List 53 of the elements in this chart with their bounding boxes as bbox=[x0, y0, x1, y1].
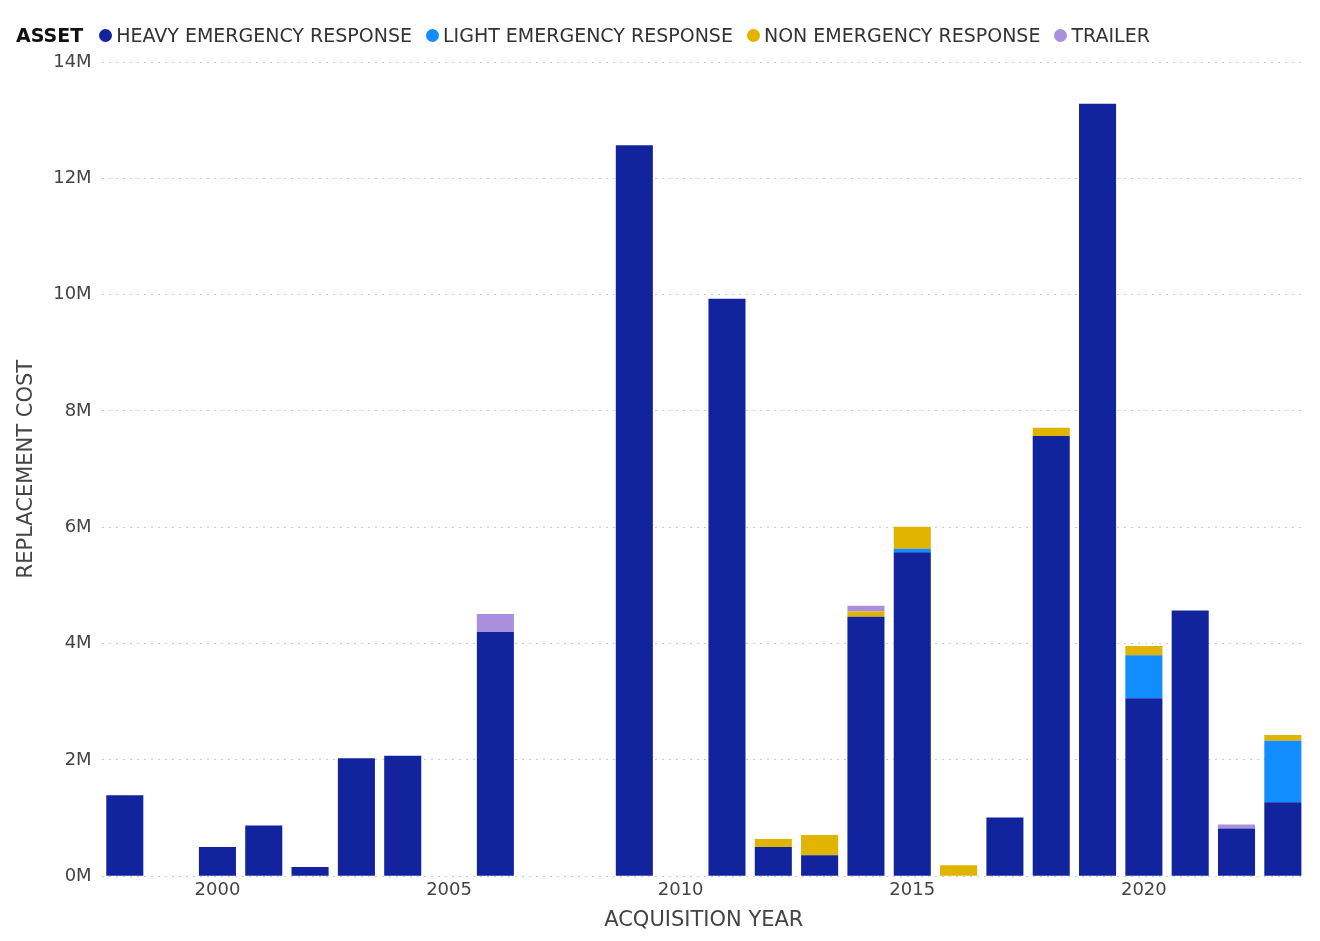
y-tick-label: 4M bbox=[64, 631, 92, 653]
bar bbox=[801, 834, 839, 856]
legend-label: LIGHT EMERGENCY RESPONSE bbox=[442, 24, 733, 46]
bar bbox=[847, 611, 885, 617]
bar bbox=[476, 631, 514, 876]
bar bbox=[1032, 435, 1070, 876]
legend-label: HEAVY EMERGENCY RESPONSE bbox=[116, 24, 412, 46]
y-tick-label: 10M bbox=[53, 282, 92, 304]
bar bbox=[1125, 655, 1163, 699]
x-tick-label: 2020 bbox=[1120, 877, 1167, 899]
legend-title: ASSET bbox=[16, 24, 84, 46]
x-tick-label: 2000 bbox=[194, 877, 241, 899]
bar bbox=[615, 145, 653, 876]
y-tick-label: 8M bbox=[64, 398, 92, 420]
bar bbox=[198, 847, 236, 876]
bar bbox=[893, 552, 931, 876]
bar bbox=[1171, 610, 1209, 876]
legend-label: TRAILER bbox=[1071, 24, 1150, 46]
bar bbox=[1079, 103, 1117, 876]
bar bbox=[106, 795, 144, 876]
bar bbox=[1125, 698, 1163, 876]
x-tick-label: 2015 bbox=[889, 877, 936, 899]
bar bbox=[940, 865, 978, 876]
bar bbox=[893, 526, 931, 549]
y-tick-label: 2M bbox=[64, 747, 92, 769]
bar bbox=[754, 847, 792, 876]
y-axis-title: REPLACEMENT COST bbox=[13, 359, 38, 579]
bar bbox=[1217, 824, 1256, 829]
bar bbox=[1264, 802, 1302, 876]
bar bbox=[986, 817, 1024, 876]
x-tick-label: 2010 bbox=[657, 877, 704, 899]
bar bbox=[476, 613, 514, 632]
bar bbox=[1264, 734, 1302, 741]
bar bbox=[847, 616, 885, 876]
bar bbox=[708, 298, 746, 876]
bar bbox=[801, 855, 839, 876]
bar bbox=[1264, 740, 1302, 803]
bar bbox=[1217, 828, 1256, 876]
y-tick-label: 0M bbox=[64, 863, 92, 885]
bar bbox=[1125, 645, 1163, 656]
bar bbox=[1032, 427, 1070, 436]
bar bbox=[847, 605, 885, 612]
bar bbox=[337, 758, 375, 876]
legend-label: NON EMERGENCY RESPONSE bbox=[763, 24, 1041, 46]
y-tick-label: 12M bbox=[53, 165, 92, 187]
x-axis-title: ACQUISITION YEAR bbox=[604, 906, 804, 931]
x-tick-label: 2005 bbox=[426, 877, 472, 899]
bar bbox=[245, 825, 283, 876]
bar bbox=[291, 866, 329, 876]
y-tick-label: 6M bbox=[64, 514, 92, 536]
bar bbox=[384, 755, 422, 876]
y-tick-label: 14M bbox=[53, 49, 92, 71]
bar bbox=[754, 838, 792, 848]
